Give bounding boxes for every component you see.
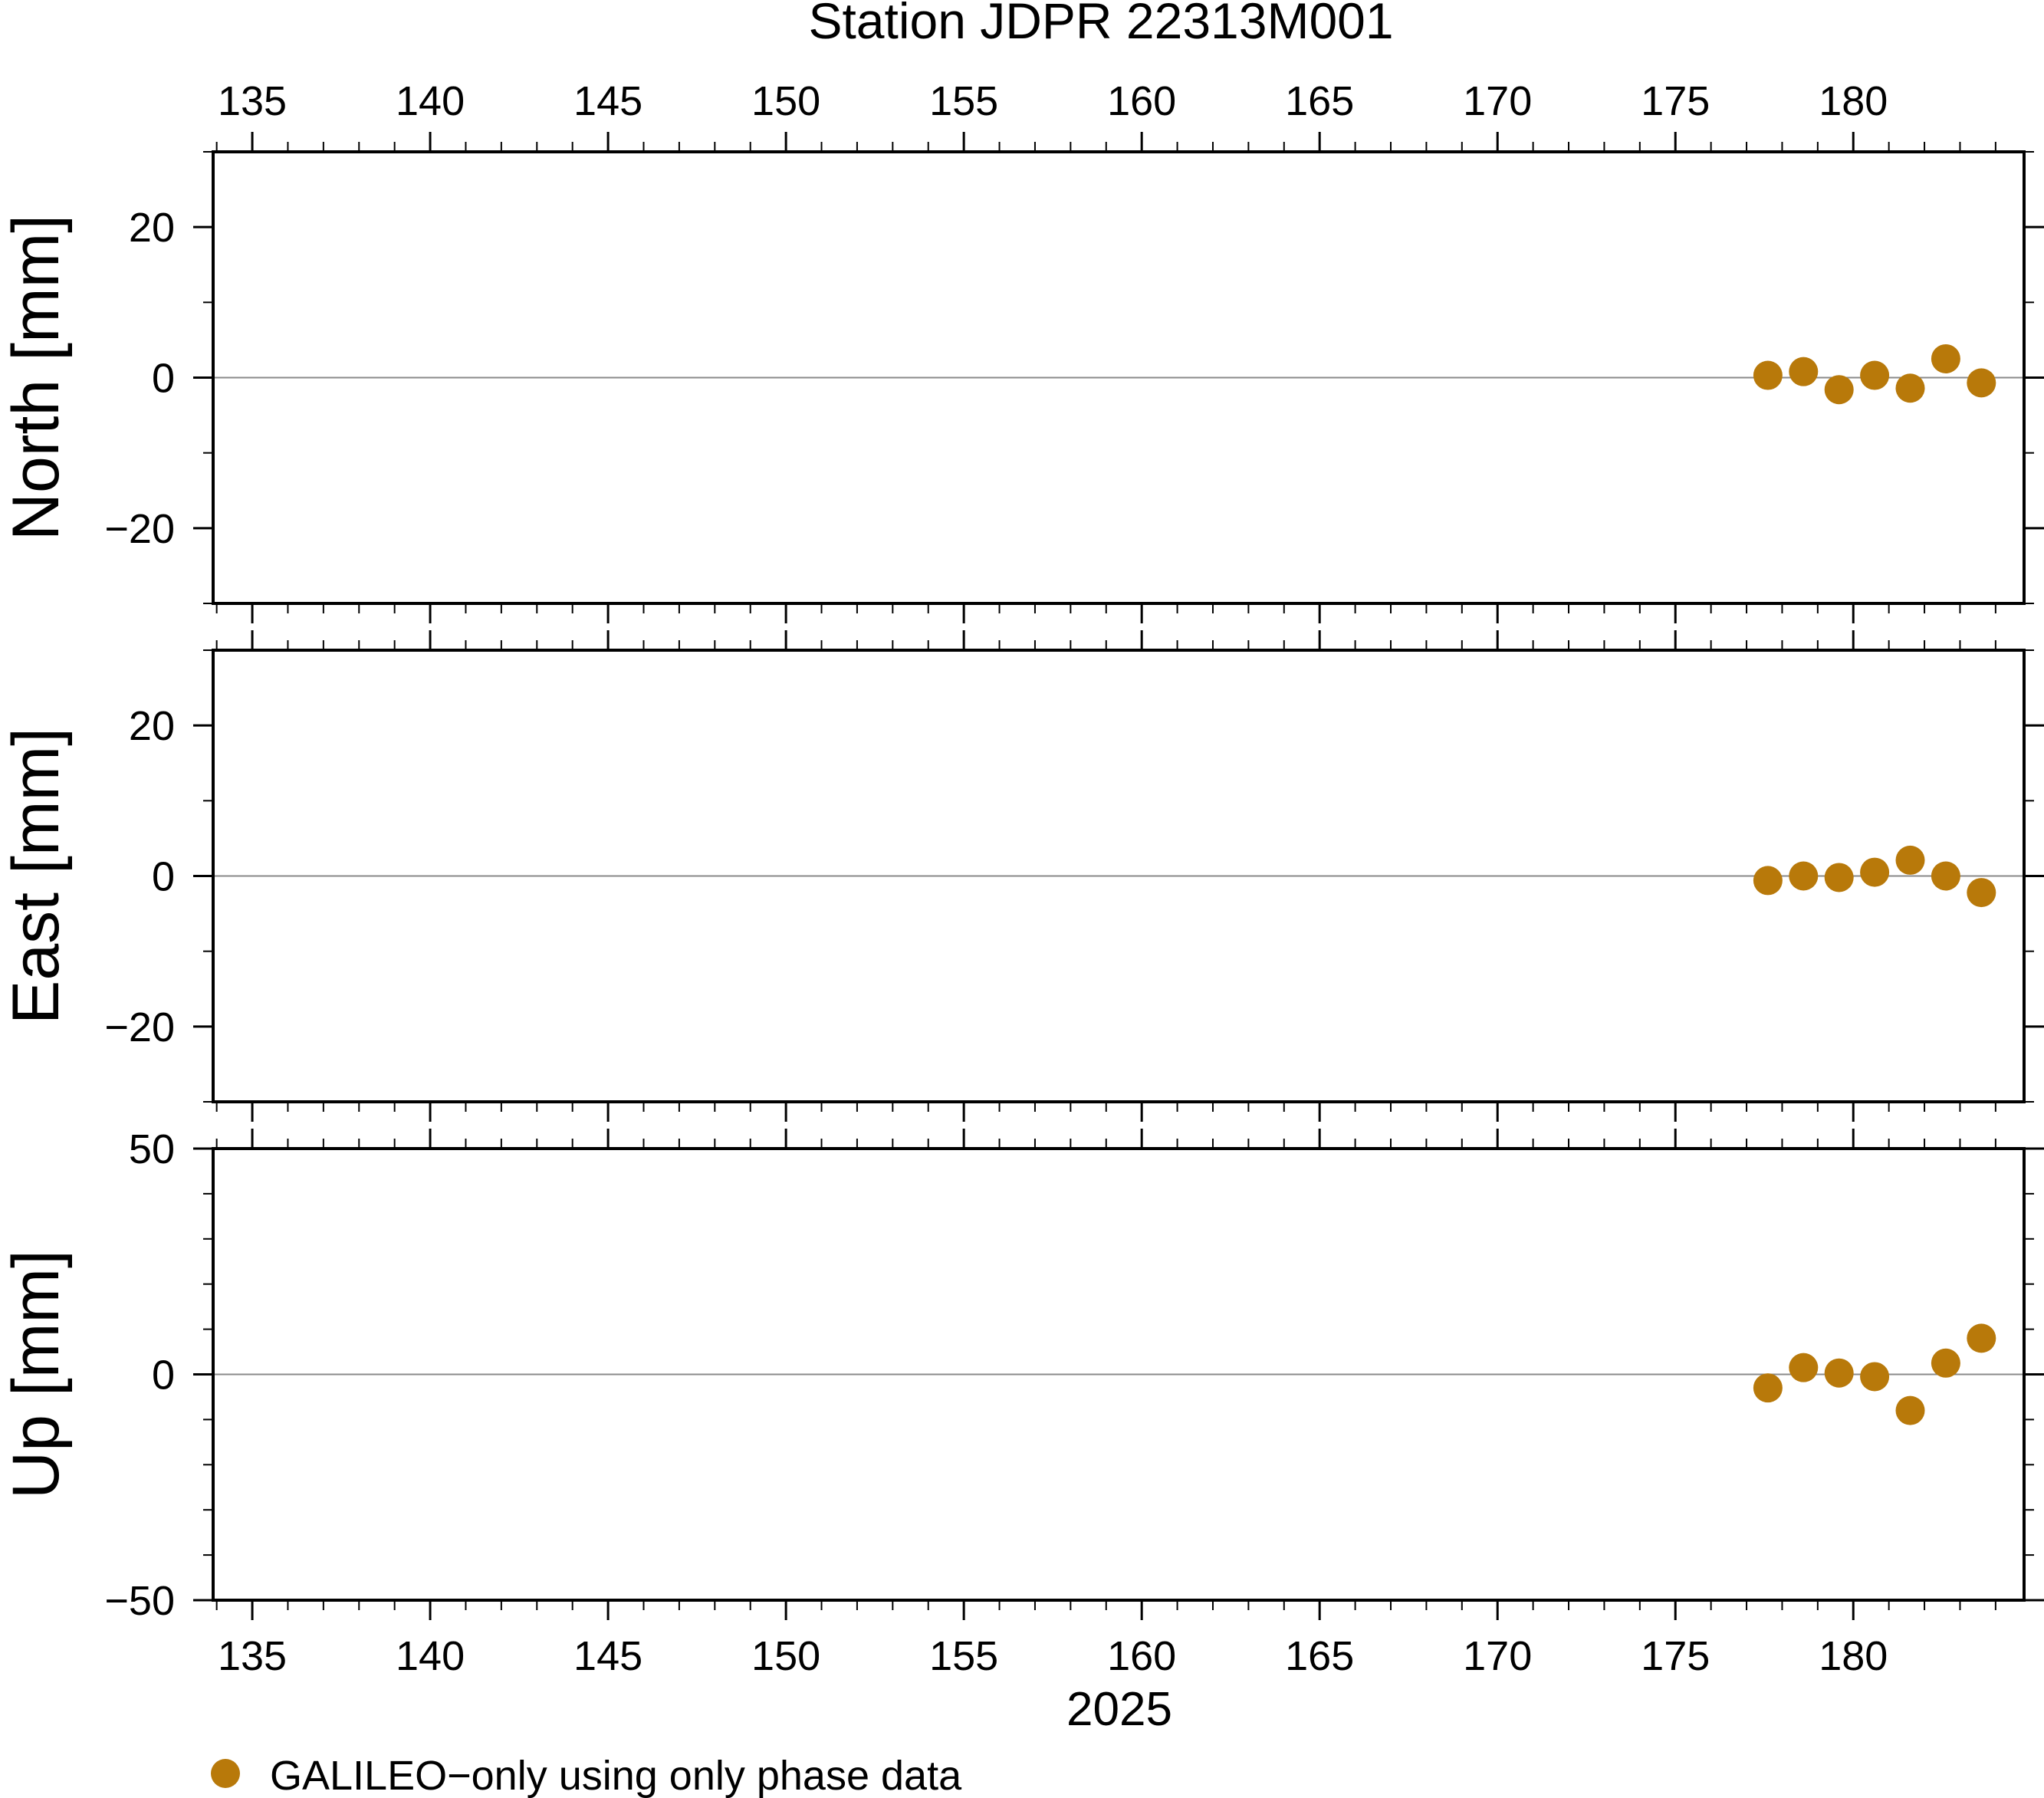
data-point	[1931, 861, 1960, 891]
data-point	[1860, 360, 1890, 390]
x-axis-label: 2025	[1066, 1683, 1172, 1736]
x-tick-label-bottom: 160	[1107, 1633, 1176, 1679]
y-tick-label: −50	[104, 1578, 175, 1624]
panels: 20 0 −20 North [mm] 20 0 −20 East [mm] 50 0 −50 Up …	[0, 78, 2044, 1679]
data-point	[1824, 863, 1854, 892]
x-tick-label-bottom: 175	[1641, 1633, 1710, 1679]
data-point	[1753, 1373, 1783, 1403]
panel-east: 20 0 −20 East [mm]	[0, 630, 2044, 1122]
x-tick-label-top: 150	[751, 78, 820, 124]
y-axis-label: Up [mm]	[0, 1250, 73, 1499]
y-axis-label: North [mm]	[0, 215, 73, 541]
x-tick-label-top: 140	[396, 78, 465, 124]
x-tick-label-bottom: 150	[751, 1633, 820, 1679]
x-tick-label-bottom: 135	[218, 1633, 287, 1679]
x-tick-label-bottom: 155	[929, 1633, 998, 1679]
legend-label: GALILEO−only using only phase data	[270, 1753, 962, 1798]
x-tick-label-top: 180	[1819, 78, 1888, 124]
x-tick-label-bottom: 140	[396, 1633, 465, 1679]
x-tick-label-bottom: 165	[1285, 1633, 1354, 1679]
y-tick-label: 0	[152, 1353, 175, 1399]
data-point	[1967, 368, 1996, 398]
y-tick-label: −20	[104, 506, 175, 552]
data-point	[1895, 845, 1925, 875]
x-tick-label-top: 155	[929, 78, 998, 124]
data-point	[1824, 375, 1854, 405]
x-tick-label-top: 135	[218, 78, 287, 124]
y-tick-label: 0	[152, 356, 175, 402]
y-tick-label: 0	[152, 854, 175, 900]
data-point	[1931, 343, 1960, 373]
data-point	[1895, 1395, 1925, 1425]
plot-frame	[212, 150, 2026, 605]
data-point	[1753, 360, 1783, 390]
y-axis-label: East [mm]	[0, 728, 73, 1024]
data-point	[1753, 866, 1783, 896]
x-tick-label-bottom: 170	[1463, 1633, 1532, 1679]
panel-up: 50 0 −50 Up [mm]	[0, 1126, 2044, 1624]
x-tick-label-bottom: 180	[1819, 1633, 1888, 1679]
x-tick-label-top: 145	[573, 78, 642, 124]
data-point	[1789, 357, 1819, 386]
data-point	[1824, 1358, 1854, 1388]
y-tick-label: 50	[129, 1126, 175, 1172]
data-point	[1967, 1323, 1996, 1353]
data-point	[1931, 1348, 1960, 1378]
legend: GALILEO−only using only phase data	[211, 1753, 962, 1798]
x-tick-label-top: 175	[1641, 78, 1710, 124]
data-point	[1860, 857, 1890, 887]
x-tick-label-top: 160	[1107, 78, 1176, 124]
data-point	[1789, 1353, 1819, 1382]
data-point	[1967, 878, 1996, 908]
chart-title: Station JDPR 22313M001	[808, 0, 1393, 49]
x-tick-label-bottom: 145	[573, 1633, 642, 1679]
data-point	[1789, 861, 1819, 891]
x-tick-label-top: 165	[1285, 78, 1354, 124]
panel-north: 20 0 −20 North [mm]	[0, 132, 2044, 623]
legend-marker	[211, 1759, 240, 1788]
x-tick-label-top: 170	[1463, 78, 1532, 124]
plot-frame	[212, 1147, 2026, 1602]
y-tick-label: −20	[104, 1004, 175, 1050]
y-tick-label: 20	[129, 703, 175, 749]
y-tick-label: 20	[129, 205, 175, 251]
data-point	[1860, 1362, 1890, 1392]
data-point	[1895, 373, 1925, 403]
plot-frame	[212, 649, 2026, 1103]
